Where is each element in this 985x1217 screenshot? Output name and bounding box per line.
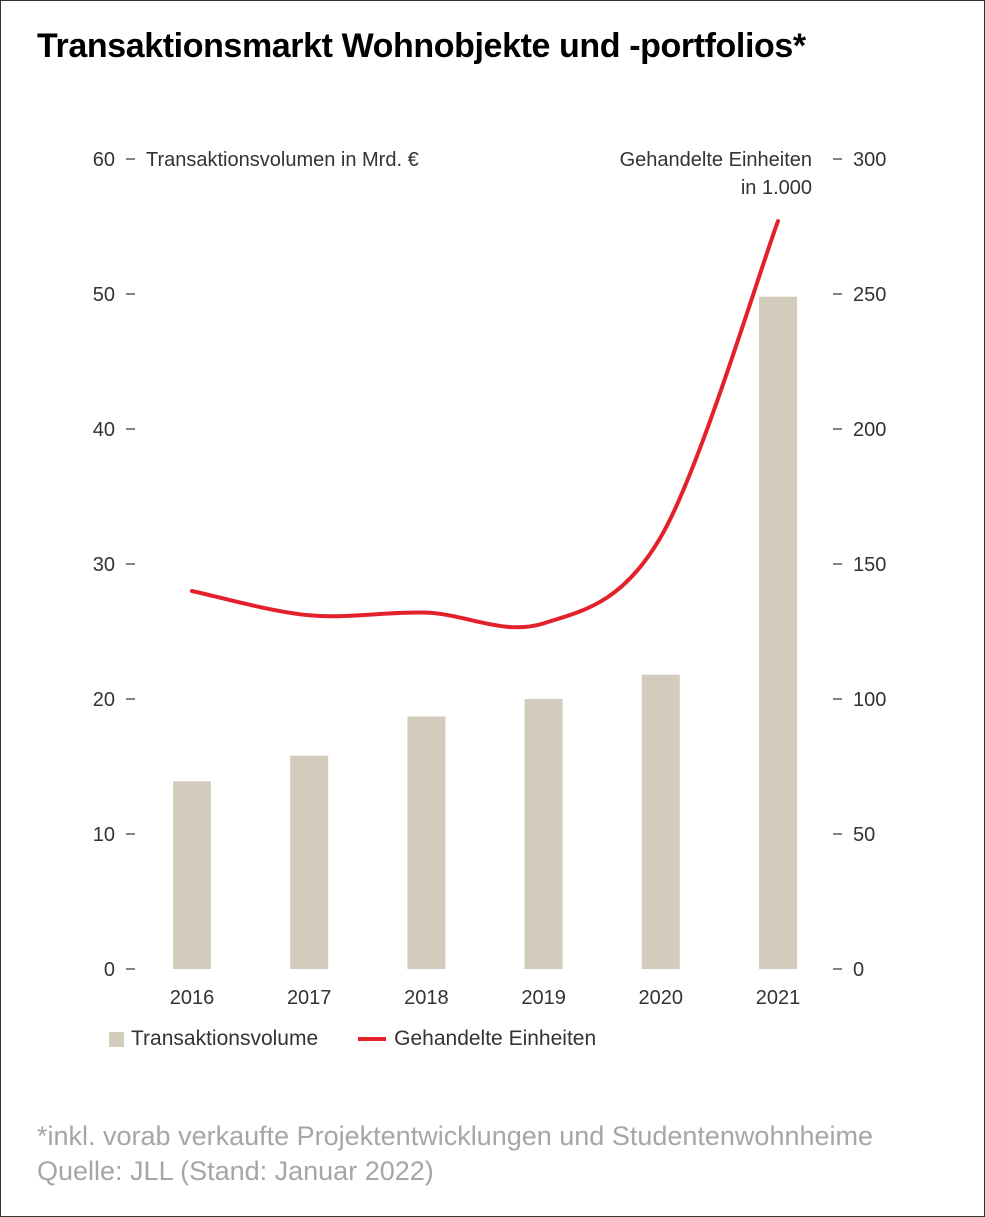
left-axis-label: Transaktionsvolumen in Mrd. € [146,149,419,171]
footnote-note: *inkl. vorab verkaufte Projektentwicklun… [37,1121,874,1151]
legend-label-units: Gehandelte Einheiten [394,1027,597,1050]
legend: Transaktionsvolume Gehandelte Einheiten [109,1027,636,1051]
bar-series [173,296,797,969]
right-tick-label: 300 [853,149,886,171]
bar-2016 [173,781,211,969]
left-tick-label: 30 [93,554,115,576]
left-tick-label: 50 [93,284,115,306]
right-axis: 0 50 100 150 200 250 300 [833,149,886,981]
x-tick-label: 2017 [287,987,332,1009]
right-axis-label-line1: Gehandelte Einheiten [620,149,812,171]
left-tick-label: 0 [104,959,115,981]
line-series [190,219,780,630]
left-axis: 0 10 20 30 40 50 60 [93,149,135,981]
footnote: *inkl. vorab verkaufte Projektentwicklun… [37,1119,873,1189]
legend-item-units: Gehandelte Einheiten [358,1027,596,1051]
x-tick-label: 2019 [521,987,566,1009]
right-tick-label: 200 [853,419,886,441]
right-tick-label: 100 [853,689,886,711]
right-tick-label: 250 [853,284,886,306]
bar-2021 [759,296,797,969]
left-tick-label: 20 [93,689,115,711]
bar-2017 [290,755,329,969]
x-tick-label: 2016 [170,987,215,1009]
right-tick-label: 50 [853,824,875,846]
chart-title: Transaktionsmarkt Wohnobjekte und -portf… [37,27,806,65]
x-axis: 2016 2017 2018 2019 2020 2021 [170,987,801,1009]
x-tick-label: 2021 [756,987,801,1009]
right-axis-label-line2: in 1.000 [741,177,812,199]
x-tick-label: 2018 [404,987,449,1009]
right-tick-label: 0 [853,959,864,981]
legend-line-swatch [358,1037,387,1041]
legend-label-volume: Transaktionsvolume [131,1027,319,1050]
legend-bar-swatch [109,1031,124,1047]
bar-2019 [524,699,563,969]
left-tick-label: 40 [93,419,115,441]
footnote-source: Quelle: JLL (Stand: Januar 2022) [37,1156,434,1186]
bar-2020 [641,674,680,969]
legend-item-volume: Transaktionsvolume [109,1027,318,1051]
left-tick-label: 10 [93,824,115,846]
bar-2018 [407,716,446,969]
x-tick-label: 2020 [639,987,684,1009]
units-line [190,219,780,630]
left-tick-label: 60 [93,149,115,171]
right-tick-label: 150 [853,554,886,576]
